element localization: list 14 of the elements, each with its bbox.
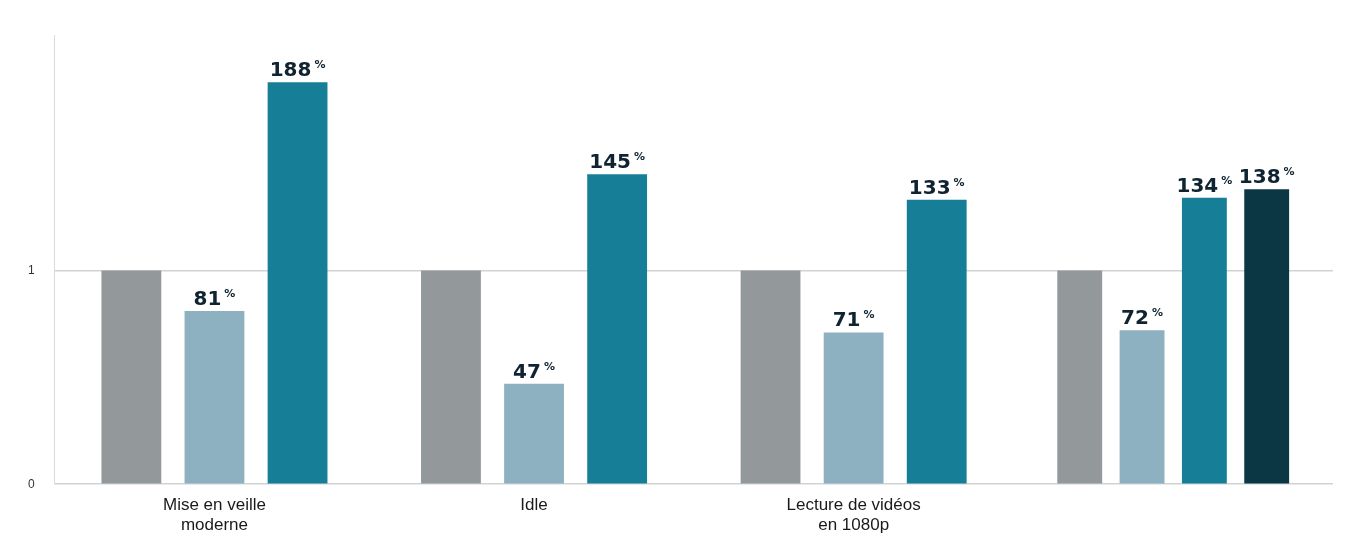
data-label: 134% (1176, 172, 1233, 197)
y-tick-label: 1 (27, 262, 35, 277)
data-label: 188% (269, 57, 326, 82)
data-label: 47% (513, 358, 555, 383)
data-label: 138% (1238, 164, 1295, 189)
data-label: 133% (908, 174, 965, 199)
x-tick-label: Mise en veille moderne (162, 495, 266, 535)
data-label: 71% (832, 307, 875, 332)
x-tick-label: Idle (520, 495, 548, 515)
x-tick-label: Lecture de vidéos en 1080p (786, 495, 921, 535)
y-tick-label: 0 (27, 476, 35, 491)
data-label: 72% (1121, 305, 1163, 330)
data-label: 145% (589, 149, 646, 174)
data-label: 81% (193, 286, 236, 311)
